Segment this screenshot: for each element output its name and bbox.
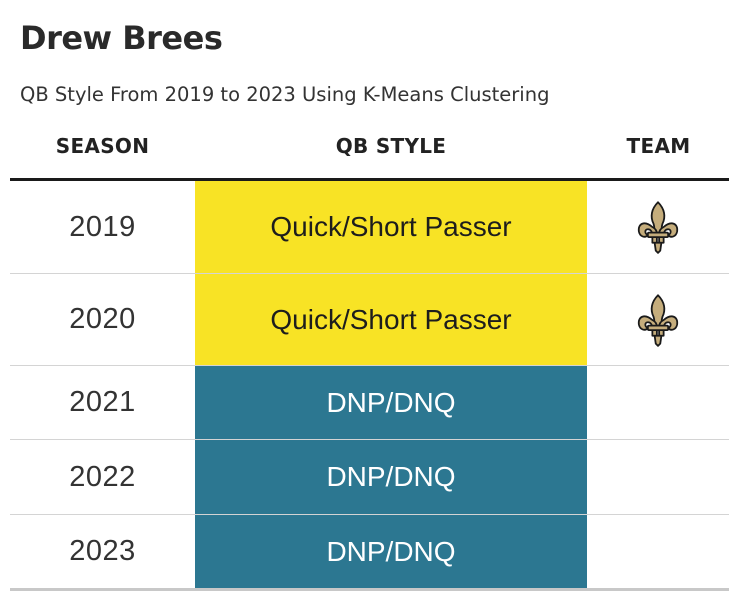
fleur-de-lis-icon [635,200,681,254]
table-row: 2023 DNP/DNQ [10,515,729,591]
column-header-season: SEASON [55,134,150,158]
table-row: 2022 DNP/DNQ [10,440,729,515]
season-cell: 2023 [69,535,136,567]
season-cell: 2019 [69,210,136,243]
team-cell [587,274,729,365]
qb-style-cell: DNP/DNQ [195,440,587,514]
qb-style-cell: DNP/DNQ [195,515,587,588]
season-cell: 2021 [69,386,136,418]
column-header-qb-style: QB STYLE [335,134,447,158]
team-cell [587,515,729,588]
table-body: 2019 Quick/Short Passer [10,181,729,591]
team-cell [587,366,729,439]
team-cell [587,181,729,273]
table-row: 2020 Quick/Short Passer [10,274,729,366]
team-cell [587,440,729,514]
qb-style-cell: Quick/Short Passer [195,274,587,365]
table-row: 2021 DNP/DNQ [10,366,729,440]
table-row: 2019 Quick/Short Passer [10,181,729,274]
player-title: Drew Brees [20,19,223,57]
chart-subtitle: QB Style From 2019 to 2023 Using K-Means… [20,83,550,106]
qb-style-cell: DNP/DNQ [195,366,587,439]
qb-style-cell: Quick/Short Passer [195,181,587,273]
season-cell: 2022 [69,460,136,493]
fleur-de-lis-icon [635,293,681,347]
header-divider [10,178,729,181]
column-header-team: TEAM [626,134,691,158]
season-cell: 2020 [69,303,136,335]
